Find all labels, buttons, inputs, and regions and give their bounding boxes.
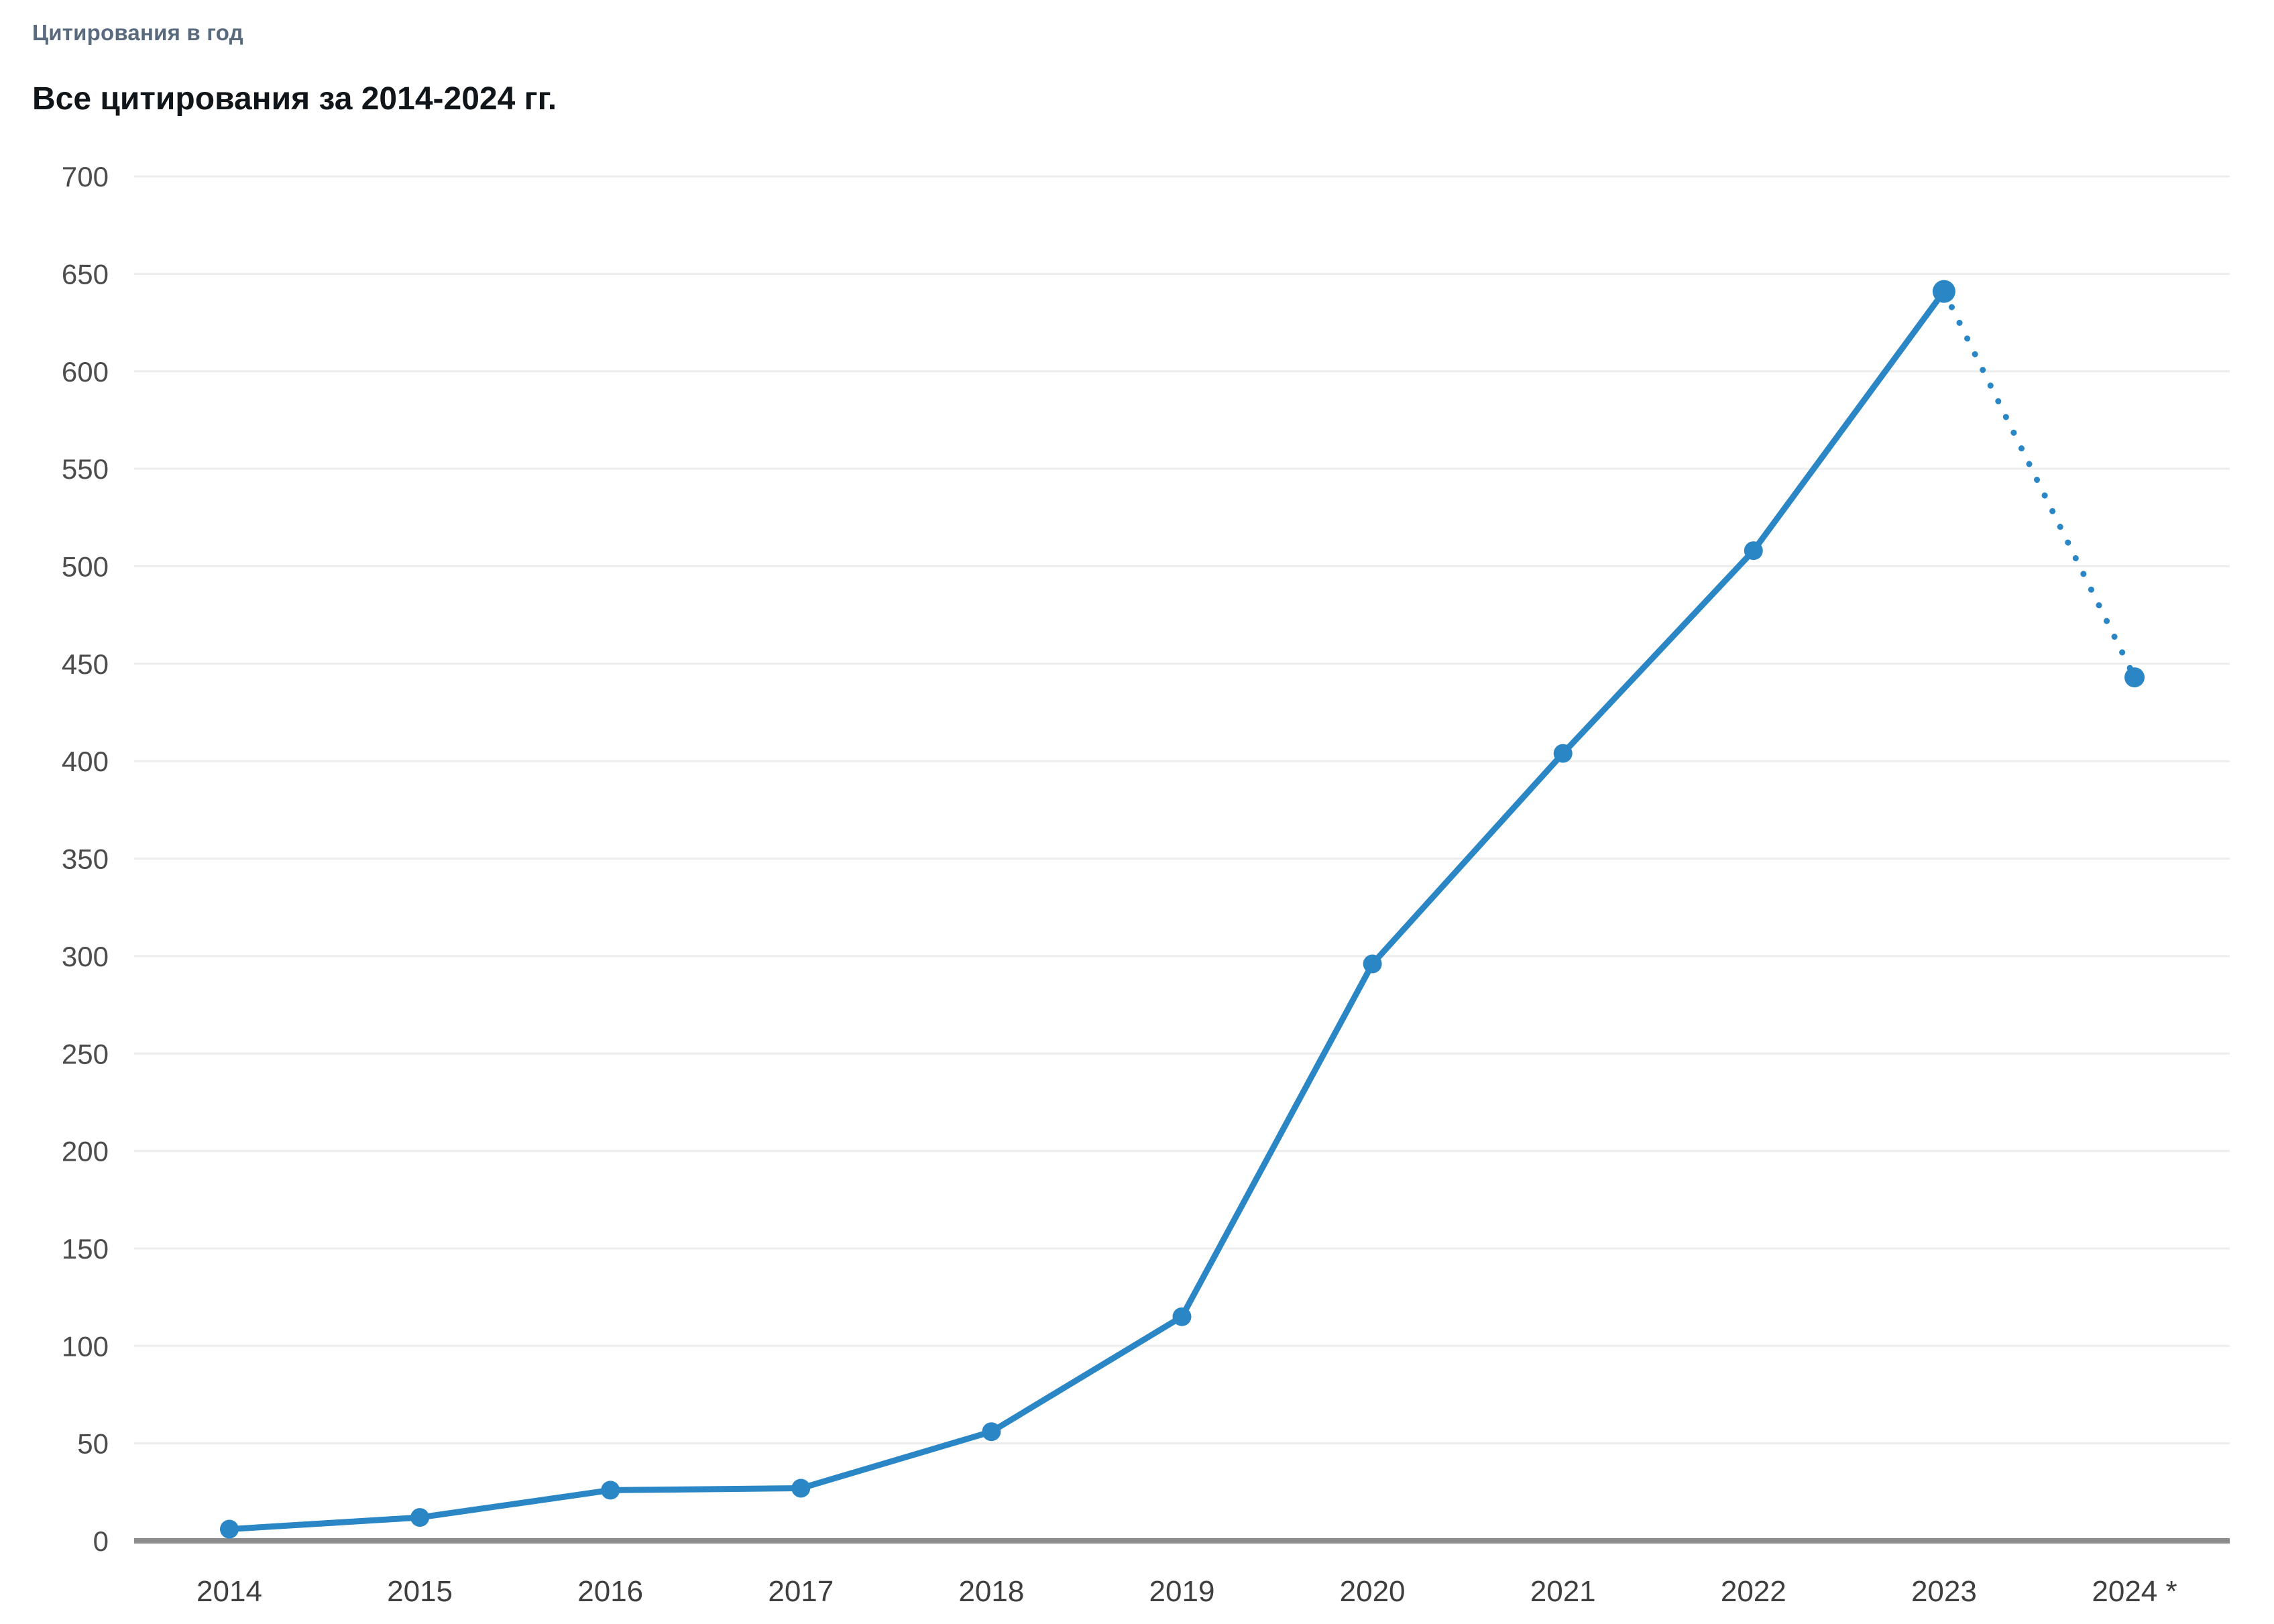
x-tick-label: 2015 [387, 1575, 453, 1608]
data-point [791, 1478, 811, 1498]
x-tick-label: 2019 [1149, 1575, 1215, 1608]
x-tick-label: 2014 [196, 1575, 262, 1608]
data-point [1932, 280, 1955, 303]
y-tick-label: 200 [62, 1136, 109, 1167]
data-point [601, 1481, 620, 1500]
y-tick-label: 0 [93, 1525, 109, 1557]
data-point [220, 1519, 239, 1539]
y-tick-label: 300 [62, 941, 109, 972]
x-tick-label: 2020 [1340, 1575, 1406, 1608]
x-tick-label: 2022 [1721, 1575, 1786, 1608]
citations-line [226, 288, 1947, 1533]
data-point [2124, 667, 2145, 688]
chart-kicker: Цитирования в год [32, 20, 243, 45]
x-tick-label: 2024 * [2092, 1575, 2177, 1608]
y-tick-label: 400 [62, 746, 109, 777]
y-tick-label: 600 [62, 356, 109, 388]
y-tick-label: 250 [62, 1038, 109, 1069]
y-tick-label: 100 [62, 1330, 109, 1362]
page-title: Все цитирования за 2014-2024 гг. [32, 81, 557, 117]
y-tick-label: 450 [62, 648, 109, 680]
data-point [982, 1422, 1001, 1442]
y-tick-label: 550 [62, 453, 109, 485]
y-tick-label: 500 [62, 551, 109, 583]
y-tick-label: 350 [62, 844, 109, 875]
y-tick-label: 150 [62, 1233, 109, 1265]
y-tick-label: 50 [77, 1428, 109, 1460]
y-tick-label: 700 [62, 161, 109, 192]
projection-dotted-line [1941, 288, 2138, 681]
y-tick-label: 650 [62, 258, 109, 290]
x-tick-label: 2023 [1911, 1575, 1977, 1608]
data-point [1553, 744, 1573, 763]
data-point [410, 1508, 430, 1527]
x-tick-label: 2021 [1530, 1575, 1596, 1608]
data-point [1172, 1307, 1192, 1326]
data-point [1744, 541, 1763, 561]
x-tick-label: 2017 [768, 1575, 834, 1608]
x-tick-label: 2016 [577, 1575, 643, 1608]
x-tick-label: 2018 [958, 1575, 1024, 1608]
data-point [1363, 954, 1382, 974]
